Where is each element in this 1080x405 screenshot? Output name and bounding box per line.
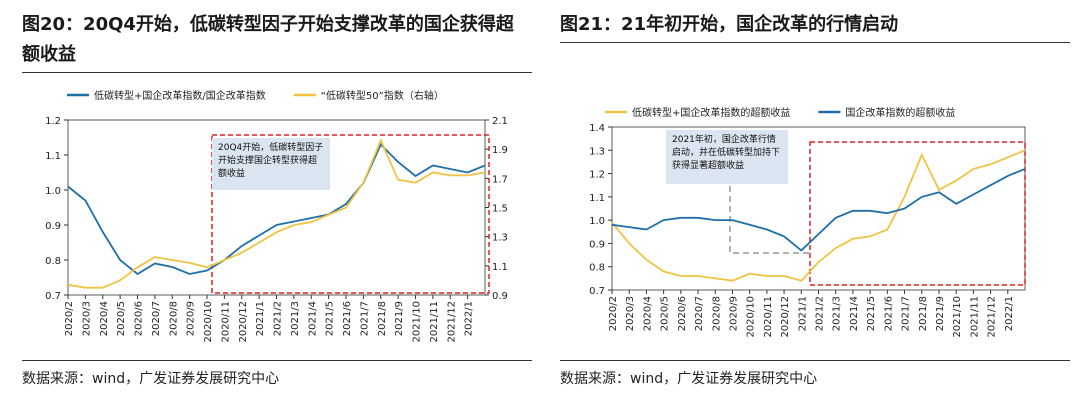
x-tick-label: 2021/3 [832, 296, 843, 331]
x-tick-label: 2021/2 [273, 301, 284, 336]
highlight-box [211, 134, 490, 294]
panel: 图21：21年初开始，国企改革的行情启动数据来源：wind，广发证券发展研究中心… [560, 0, 1070, 405]
legend-label: 国企改革指数的超额收益 [845, 106, 955, 119]
x-tick-label: 2020/12 [780, 296, 791, 338]
x-tick-label: 2020/5 [660, 296, 671, 331]
y-tick-label: 0.9 [45, 221, 61, 232]
y2-tick-label: 1.7 [492, 174, 508, 185]
x-tick-label: 2020/3 [625, 296, 636, 331]
y2-tick-label: 1.3 [492, 233, 508, 244]
x-tick-label: 2020/10 [746, 296, 757, 338]
x-tick-label: 2020/3 [81, 301, 92, 336]
x-tick-label: 2021/6 [883, 296, 894, 331]
rule [560, 360, 1070, 361]
x-tick-label: 2021/5 [325, 301, 336, 336]
chart: 0.7 0.8 0.9 1.0 1.1 1.2 0.9 1.1 1.3 1.5 1.7 1.9 2.1 2… [45, 89, 508, 343]
y2-tick-label: 1.1 [492, 262, 508, 273]
rule [22, 72, 532, 73]
y-tick-label: 1.2 [589, 170, 605, 181]
series-line [67, 142, 486, 276]
chart-title: 图20：20Q4开始，低碳转型因子开始支撑改革的国企获得超额收益 [22, 14, 514, 65]
arrow [729, 186, 810, 254]
x-tick-label: 2020/10 [203, 301, 214, 343]
x-tick-label: 2021/1 [797, 296, 808, 331]
x-tick-label: 2020/4 [99, 301, 110, 336]
x-tick-label: 2022/1 [464, 301, 475, 336]
y-tick-label: 1.2 [45, 116, 61, 127]
series-line [611, 149, 1026, 282]
y-tick-label: 0.8 [45, 256, 61, 267]
x-tick-label: 2021/10 [412, 301, 423, 343]
y-tick-label: 1.1 [45, 151, 61, 162]
y2-tick-label: 2.1 [492, 116, 508, 127]
y2-tick-label: 0.9 [492, 291, 508, 302]
annotation: 20Q4开始，低碳转型因子开始支撑国企转型获得超额收益 [212, 138, 330, 190]
x-tick-label: 2021/4 [849, 296, 860, 331]
x-tick-label: 2021/9 [394, 301, 405, 336]
x-tick-label: 2020/11 [220, 301, 231, 343]
x-tick-label: 2022/1 [1004, 296, 1015, 331]
series-line [67, 138, 486, 289]
legend-label: 低碳转型+国企改革指数/国企改革指数 [94, 89, 266, 102]
legend-label: “低碳转型50”指数（右轴） [321, 89, 444, 102]
y-tick-label: 1.0 [45, 186, 61, 197]
chart-title: 图21：21年初开始，国企改革的行情启动 [560, 14, 899, 35]
panel: 图20：20Q4开始，低碳转型因子开始支撑改革的国企获得超额收益数据来源：win… [22, 0, 532, 405]
series-line [611, 168, 1026, 252]
x-tick-label: 2021/4 [307, 301, 318, 336]
x-tick-label: 2020/6 [677, 296, 688, 331]
x-tick-label: 2020/6 [134, 301, 145, 336]
x-tick-label: 2020/7 [151, 301, 162, 336]
legend-label: 低碳转型+国企改革指数的超额收益 [632, 106, 790, 119]
y-tick-label: 0.8 [589, 263, 605, 274]
source: 数据来源：wind，广发证券发展研究中心 [560, 371, 818, 387]
x-tick-label: 2020/2 [608, 296, 619, 331]
x-tick-label: 2020/8 [711, 296, 722, 331]
y2-tick-label: 1.5 [492, 204, 508, 215]
x-tick-label: 2021/8 [377, 301, 388, 336]
x-tick-label: 2021/11 [969, 296, 980, 338]
x-tick-label: 2021/9 [935, 296, 946, 331]
x-tick-label: 2021/8 [918, 296, 929, 331]
x-tick-label: 2021/3 [290, 301, 301, 336]
x-tick-label: 2021/10 [952, 296, 963, 338]
y-tick-label: 1.3 [589, 146, 605, 157]
chart: 0.7 0.8 0.9 1.0 1.1 1.2 1.3 1.4 2020/2 2020/3 2020… [589, 106, 1026, 338]
rule [22, 360, 532, 361]
x-tick-label: 2021/11 [429, 301, 440, 343]
source: 数据来源：wind，广发证券发展研究中心 [22, 371, 280, 387]
rule [560, 42, 1070, 43]
x-tick-label: 2020/8 [168, 301, 179, 336]
y-tick-label: 1.0 [589, 216, 605, 227]
x-tick-label: 2020/7 [694, 296, 705, 331]
y-tick-label: 1.1 [589, 193, 605, 204]
x-tick-label: 2020/9 [728, 296, 739, 331]
x-tick-label: 2021/2 [815, 296, 826, 331]
y-tick-label: 0.7 [45, 291, 61, 302]
y2-tick-label: 1.9 [492, 145, 508, 156]
x-tick-label: 2020/4 [642, 296, 653, 331]
x-tick-label: 2021/5 [866, 296, 877, 331]
x-tick-label: 2020/2 [64, 301, 75, 336]
x-tick-label: 2020/12 [238, 301, 249, 343]
x-tick-label: 2020/5 [116, 301, 127, 336]
annotation: 2021年初，国企改革行情启动，并在低碳转型加持下获得显著超额收益 [666, 130, 788, 184]
highlight-box [809, 141, 1026, 286]
x-tick-label: 2021/12 [987, 296, 998, 338]
y-tick-label: 0.7 [589, 286, 605, 297]
x-tick-label: 2021/7 [359, 301, 370, 336]
x-tick-label: 2021/12 [446, 301, 457, 343]
x-tick-label: 2021/1 [255, 301, 266, 336]
x-tick-label: 2021/6 [342, 301, 353, 336]
x-tick-label: 2020/11 [763, 296, 774, 338]
y-tick-label: 1.4 [589, 123, 605, 134]
y-tick-label: 0.9 [589, 239, 605, 250]
x-tick-label: 2021/7 [901, 296, 912, 331]
x-tick-label: 2020/9 [186, 301, 197, 336]
